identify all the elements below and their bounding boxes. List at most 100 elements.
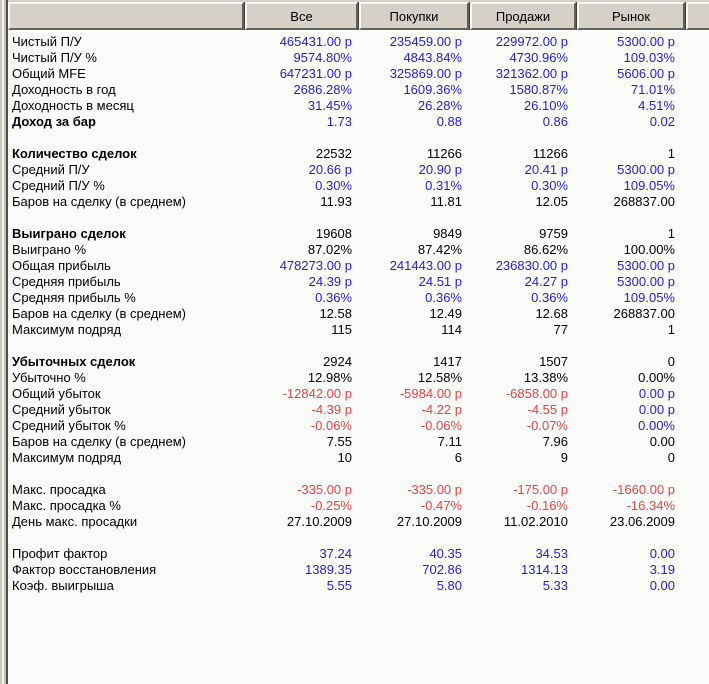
cell-all: 7.55	[326, 434, 352, 449]
row-label: Общий убыток	[12, 386, 101, 401]
cell-all: 647231.00 р	[279, 66, 352, 81]
row-end-spacer	[685, 402, 709, 418]
row-end-spacer	[685, 322, 709, 338]
cell-buys: 40.35	[429, 546, 462, 561]
row-end-spacer	[685, 306, 709, 322]
spacer-row	[8, 210, 709, 226]
panel-left-edge[interactable]	[0, 0, 8, 684]
table-row: Средний П/У 20.66 р 20.90 р 20.41 р 5300.00 …	[8, 162, 709, 178]
cell-market: 1	[667, 146, 675, 161]
cell-market: 1	[667, 226, 675, 241]
cell-buys: 87.42%	[417, 242, 462, 257]
cell-buys: 4843.84%	[403, 50, 462, 65]
cell-sells: 1314.13	[521, 562, 568, 577]
cell-sells: -0.07%	[526, 418, 568, 433]
row-end-spacer	[685, 66, 709, 82]
row-label: Средний П/У %	[12, 178, 105, 193]
cell-sells: -4.55 р	[527, 402, 568, 417]
cell-market: 0.02	[649, 114, 675, 129]
cell-buys: 1609.36%	[403, 82, 462, 97]
column-header-buys-label: Покупки	[389, 8, 439, 24]
cell-all: -335.00 р	[297, 482, 352, 497]
table-row: Максимум подряд 115 114 77 1	[8, 322, 709, 338]
report-panel: Все Покупки Продажи Рынок Чистый П/У 4654…	[8, 0, 709, 684]
row-end-spacer	[685, 434, 709, 450]
cell-buys: 325869.00 р	[389, 66, 462, 81]
row-label: Доход за бар	[12, 114, 96, 129]
table-header: Все Покупки Продажи Рынок	[8, 0, 709, 30]
cell-buys: -5984.00 р	[399, 386, 462, 401]
row-end-spacer	[685, 50, 709, 66]
table-row: Выиграно % 87.02% 87.42% 86.62% 100.00%	[8, 242, 709, 258]
table-row: Коэф. выигрыша 5.55 5.80 5.33 0.00	[8, 578, 709, 594]
cell-all: 2686.28%	[293, 82, 352, 97]
table-row: День макс. просадки 27.10.2009 27.10.2009 1…	[8, 514, 709, 530]
cell-all: 22532	[315, 146, 352, 161]
row-label: Выиграно %	[12, 242, 87, 257]
cell-all: 1.73	[326, 114, 352, 129]
row-label: День макс. просадки	[12, 514, 138, 529]
cell-buys: 5.80	[436, 578, 462, 593]
column-header-all[interactable]: Все	[245, 2, 358, 30]
cell-sells: 5.33	[542, 578, 568, 593]
cell-market: 0.00 р	[638, 386, 675, 401]
cell-all: 12.98%	[307, 370, 352, 385]
cell-sells: 86.62%	[523, 242, 568, 257]
cell-sells: 26.10%	[523, 98, 568, 113]
column-header-sells[interactable]: Продажи	[470, 2, 576, 30]
row-end-spacer	[685, 562, 709, 578]
cell-sells: 11.02.2010	[503, 514, 568, 529]
column-header-market[interactable]: Рынок	[577, 2, 685, 30]
table-row: Фактор восстановления 1389.35 702.86 1314.1…	[8, 562, 709, 578]
cell-buys: 6	[454, 450, 462, 465]
cell-all: 27.10.2009	[286, 514, 352, 529]
cell-all: -4.39 р	[311, 402, 352, 417]
row-end-spacer	[685, 114, 709, 130]
cell-sells: -0.16%	[526, 498, 568, 513]
spacer-row	[8, 530, 709, 546]
spacer-row	[8, 466, 709, 482]
cell-market: 23.06.2009	[609, 514, 675, 529]
column-header-all-label: Все	[290, 8, 313, 24]
table-row: Чистый П/У 465431.00 р 235459.00 р 229972.0…	[8, 34, 709, 50]
row-end-spacer	[685, 226, 709, 242]
cell-sells: 77	[553, 322, 568, 337]
table-row: Баров на сделку (в среднем) 12.58 12.49 12.…	[8, 306, 709, 322]
cell-sells: -175.00 р	[513, 482, 568, 497]
row-end-spacer	[685, 290, 709, 306]
table-row: Макс. просадка % -0.25% -0.47% -0.16% -16.34…	[8, 498, 709, 514]
row-label: Макс. просадка %	[12, 498, 121, 513]
row-end-spacer	[685, 546, 709, 562]
row-end-spacer	[685, 242, 709, 258]
column-header-partial[interactable]	[686, 2, 709, 30]
cell-all: 12.58	[319, 306, 352, 321]
cell-market: 4.51%	[638, 98, 675, 113]
cell-sells: 236830.00 р	[495, 258, 568, 273]
table-row: Средняя прибыль 24.39 р 24.51 р 24.27 р 5300…	[8, 274, 709, 290]
row-label: Баров на сделку (в среднем)	[12, 434, 186, 449]
row-label: Средняя прибыль	[12, 274, 121, 289]
cell-all: -0.25%	[310, 498, 352, 513]
column-header-metric[interactable]	[8, 2, 244, 30]
cell-buys: 702.86	[422, 562, 462, 577]
cell-buys: 26.28%	[417, 98, 462, 113]
cell-all: 31.45%	[307, 98, 352, 113]
row-label: Средний убыток %	[12, 418, 126, 433]
cell-market: 100.00%	[623, 242, 675, 257]
row-end-spacer	[685, 418, 709, 434]
cell-market: 5300.00 р	[617, 162, 675, 177]
cell-buys: 1417	[433, 354, 462, 369]
column-header-buys[interactable]: Покупки	[359, 2, 469, 30]
row-end-spacer	[685, 386, 709, 402]
row-label: Максимум подряд	[12, 322, 122, 337]
cell-all: 465431.00 р	[279, 34, 352, 49]
cell-buys: 114	[441, 322, 462, 337]
cell-buys: 7.11	[437, 434, 462, 449]
table-row: Средняя прибыль % 0.36% 0.36% 0.36% 109.05%	[8, 290, 709, 306]
row-end-spacer	[685, 178, 709, 194]
cell-all: 10	[337, 450, 352, 465]
column-header-sells-label: Продажи	[495, 8, 551, 24]
cell-all: 2924	[323, 354, 352, 369]
cell-market: 109.03%	[623, 50, 675, 65]
cell-all: -0.06%	[310, 418, 352, 433]
